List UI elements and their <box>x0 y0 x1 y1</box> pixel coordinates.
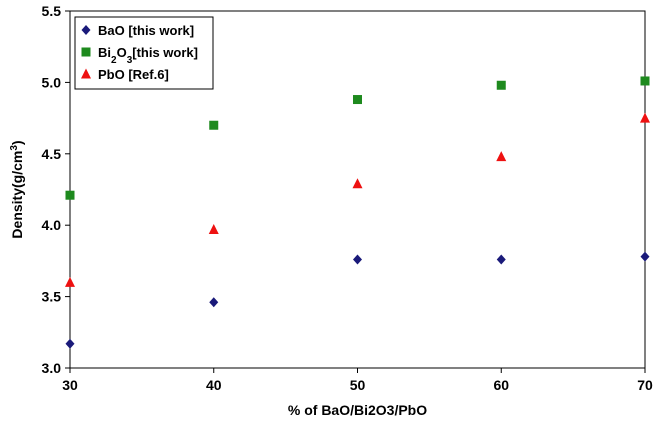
x-tick-label: 40 <box>206 377 222 393</box>
legend-box <box>74 16 214 90</box>
legend-label: BaO [this work] <box>98 23 194 38</box>
data-point-series-1 <box>640 76 650 86</box>
legend: BaO [this work] Bi2O3[this work]PbO [Ref.… <box>74 16 214 90</box>
data-point-series-1 <box>496 80 506 90</box>
y-tick-label: 5.0 <box>42 74 62 90</box>
x-tick-label: 30 <box>62 377 78 393</box>
legend-label: PbO [Ref.6] <box>98 67 169 82</box>
legend-marker-0 <box>81 25 91 35</box>
y-tick-label: 4.0 <box>42 217 62 233</box>
data-point-series-2 <box>640 112 650 123</box>
data-point-series-2 <box>65 276 75 287</box>
data-point-series-1 <box>353 95 362 105</box>
data-point-series-0 <box>640 251 650 262</box>
legend-marker-1 <box>81 47 91 57</box>
data-point-series-2 <box>352 178 363 189</box>
x-axis-title: % of BaO/Bi2O3/PbO <box>288 402 427 418</box>
y-tick-label: 3.5 <box>42 289 62 305</box>
data-point-series-0 <box>209 297 219 308</box>
data-point-series-1 <box>209 120 219 130</box>
data-point-series-0 <box>496 254 506 265</box>
legend-label: Bi2O3[this work] <box>98 45 198 66</box>
x-axis-ticks: 30 40 50 60 70 <box>62 368 653 393</box>
data-point-series-0 <box>353 254 362 265</box>
data-point-series-2 <box>496 151 507 162</box>
legend-marker-2 <box>81 68 91 79</box>
x-tick-label: 60 <box>493 377 509 393</box>
y-tick-label: 3.0 <box>42 360 62 376</box>
data-points <box>65 76 650 349</box>
y-tick-label: 5.5 <box>42 3 62 19</box>
x-tick-label: 70 <box>637 377 653 393</box>
data-point-series-2 <box>208 223 219 234</box>
data-point-series-0 <box>65 338 75 349</box>
y-axis-title: Density(g/cm3) <box>9 140 26 238</box>
y-axis-ticks: 3.0 3.5 4.0 4.5 5.0 5.5 <box>42 3 70 376</box>
x-tick-label: 50 <box>350 377 366 393</box>
y-tick-label: 4.5 <box>42 146 62 162</box>
data-point-series-1 <box>65 190 75 200</box>
